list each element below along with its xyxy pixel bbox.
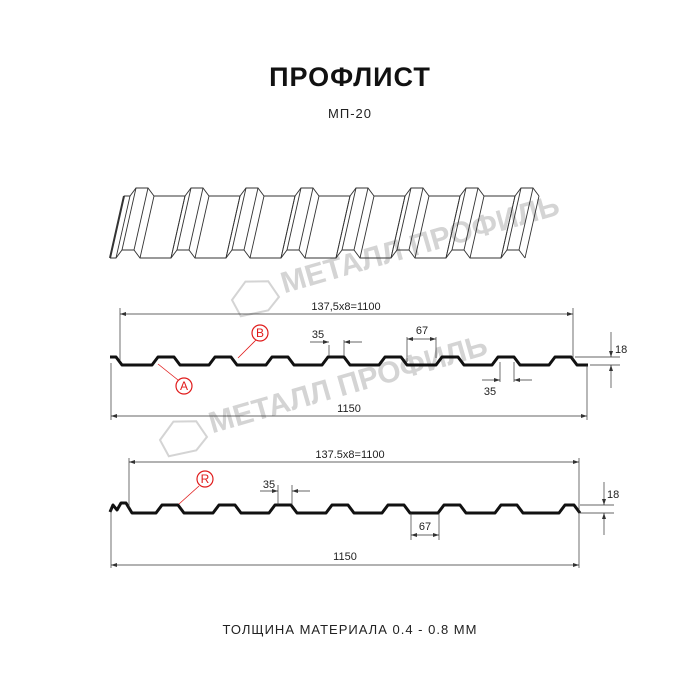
profile-1-gap-label: 67 [416, 325, 428, 337]
profile-1-pitch-label: 137,5x8=1100 [311, 301, 380, 313]
svg-text:B: B [256, 326, 264, 340]
profile-2-outline [108, 501, 582, 515]
svg-text:R: R [201, 472, 210, 486]
profile-2-width-label: 1150 [333, 551, 357, 563]
callout-b: B [237, 324, 269, 359]
svg-text:A: A [180, 379, 188, 393]
profile-2-crest-label: 35 [263, 479, 275, 491]
profile-1-width-label: 1150 [337, 403, 361, 415]
profile-2-pitch-label: 137.5x8=1100 [315, 449, 384, 461]
callout-a: A [157, 363, 193, 395]
callout-r: R [178, 470, 214, 505]
profile-1-trough-label: 35 [484, 386, 496, 398]
profile-1: 137,5x8=1100 1150 35 67 35 18 B A [110, 301, 627, 420]
material-thickness-note: ТОЛЩИНА МАТЕРИАЛА 0.4 - 0.8 ММ [222, 622, 478, 637]
profile-2-height-label: 18 [607, 489, 619, 501]
page-subtitle: МП-20 [328, 106, 372, 121]
svg-text:МЕТАЛЛ ПРОФИЛЬ: МЕТАЛЛ ПРОФИЛЬ [205, 329, 491, 440]
profile-1-crest-label: 35 [312, 329, 324, 341]
profile-2: 137.5x8=1100 1150 35 67 18 R [108, 449, 619, 568]
profile-2-gap-label: 67 [419, 521, 431, 533]
profile-1-height-label: 18 [615, 344, 627, 356]
watermark-top: МЕТАЛЛ ПРОФИЛЬ [230, 189, 563, 318]
profile-1-outline [110, 355, 588, 367]
page-title: ПРОФЛИСТ [269, 62, 431, 92]
watermark-middle: МЕТАЛЛ ПРОФИЛЬ [158, 329, 491, 458]
sheet-3d-view [109, 187, 540, 259]
